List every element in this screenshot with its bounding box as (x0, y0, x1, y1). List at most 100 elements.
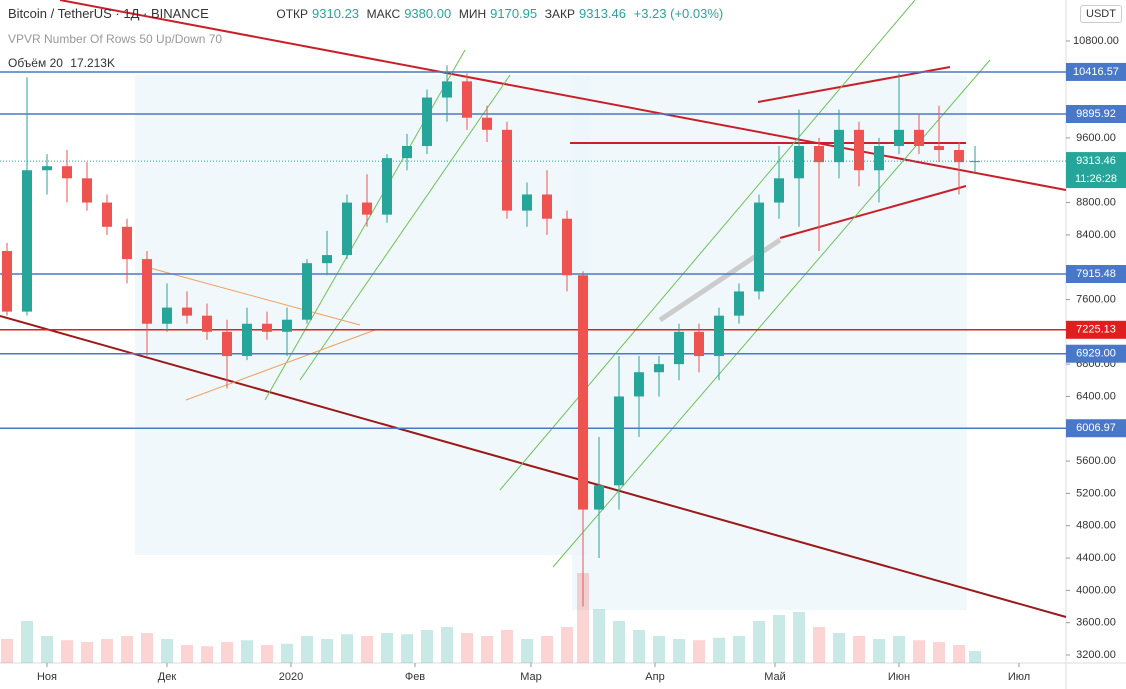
volume-bar (613, 621, 625, 663)
label: Объём 20 (8, 56, 63, 70)
y-tick-label: 5200.00 (1076, 487, 1116, 499)
volume-bar (481, 636, 493, 663)
x-tick-label: Фев (405, 671, 425, 683)
value: 9380.00 (404, 6, 452, 21)
y-tick-label: 3200.00 (1076, 649, 1116, 661)
volume-bar (1, 639, 13, 663)
volume-bar (21, 621, 33, 663)
volume-bar (301, 636, 313, 663)
candle-body (714, 315, 724, 357)
label: ОТКР (276, 7, 309, 21)
y-tick-label: 9600.00 (1076, 132, 1116, 144)
y-tick-label: 3600.00 (1076, 617, 1116, 629)
level-tag (1066, 344, 1126, 363)
candle-body (578, 275, 588, 510)
volume-bar (813, 627, 825, 663)
candle-body (162, 307, 172, 324)
volume-bar (221, 642, 233, 663)
volume-bar (969, 651, 981, 663)
volume-bar (321, 639, 333, 663)
volume-bar (141, 633, 153, 663)
candle-body (442, 81, 452, 98)
volume-legend: Объём 20 17.213K (8, 56, 119, 70)
y-tick-label: 6400.00 (1076, 390, 1116, 402)
volume-bar (261, 645, 273, 663)
candle-body (402, 145, 412, 159)
volume-bar (41, 636, 53, 663)
candle-body (222, 331, 232, 357)
volume-bar (61, 640, 73, 663)
volume-bar (733, 636, 745, 663)
candle-body (262, 323, 272, 332)
y-tick-label: 8800.00 (1076, 196, 1116, 208)
value: 9313.46 (579, 6, 626, 21)
vpvr-area (572, 75, 967, 610)
candle-body (22, 170, 32, 312)
symbol: Bitcoin / TetherUS · 1Д · BINANCE (8, 6, 209, 21)
volume-bar (281, 643, 293, 663)
candle-body (542, 194, 552, 219)
x-tick-label: Ноя (37, 671, 57, 683)
volume-bar (753, 621, 765, 663)
volume-bar (541, 636, 553, 663)
candle-body (482, 117, 492, 130)
level-tag (1066, 419, 1126, 438)
y-tick-label: 4000.00 (1076, 584, 1116, 596)
volume-bar (441, 627, 453, 663)
y-tick-label: 4800.00 (1076, 520, 1116, 532)
candle-body (854, 129, 864, 171)
volume-bar (773, 615, 785, 663)
candle-body (654, 364, 664, 373)
volume-bar (201, 646, 213, 663)
candle-body (502, 129, 512, 211)
candle-body (342, 202, 352, 256)
volume-bar (873, 639, 885, 663)
currency-button[interactable]: USDT (1080, 5, 1122, 23)
candle-body (462, 81, 472, 118)
label: ЗАКР (544, 7, 575, 21)
candle-body (362, 202, 372, 215)
vpvr-area (135, 75, 590, 555)
candle-body (734, 291, 744, 316)
candle-body (914, 129, 924, 146)
volume-bar (913, 640, 925, 663)
volume-bar (853, 636, 865, 663)
volume-bar (341, 634, 353, 663)
volume-bar (461, 633, 473, 663)
volume-bar (693, 640, 705, 663)
y-tick-label: 8400.00 (1076, 229, 1116, 241)
volume-bar (633, 630, 645, 663)
candle-body (2, 251, 12, 312)
level-tag (1066, 105, 1126, 124)
level-tag (1066, 265, 1126, 284)
x-tick-label: Дек (158, 671, 177, 683)
candle-body (122, 226, 132, 260)
candle-body (102, 202, 112, 227)
candle-body (594, 485, 604, 510)
candle-body (82, 178, 92, 203)
volume-bar (953, 645, 965, 663)
volume-bar (361, 636, 373, 663)
candle-body (674, 331, 684, 365)
candle-body (754, 202, 764, 292)
x-tick-label: 2020 (279, 671, 303, 683)
candle-body (794, 145, 804, 179)
label: МИН (458, 7, 487, 21)
volume-bar (593, 609, 605, 663)
volume-bar (241, 640, 253, 663)
candle-body (614, 396, 624, 486)
level-label: 10416.57 (1073, 66, 1119, 78)
candle-body (142, 259, 152, 324)
candle-body (694, 331, 704, 357)
candle-body (522, 194, 532, 211)
candle-body (282, 319, 292, 332)
volume-bar (653, 636, 665, 663)
candle-body (42, 166, 52, 171)
header: Bitcoin / TetherUS · 1Д · BINANCE ОТКР 93… (8, 6, 727, 21)
volume-bar (81, 642, 93, 663)
x-tick-label: Июн (888, 671, 910, 683)
label: МАКС (366, 7, 401, 21)
candle-body (814, 145, 824, 163)
